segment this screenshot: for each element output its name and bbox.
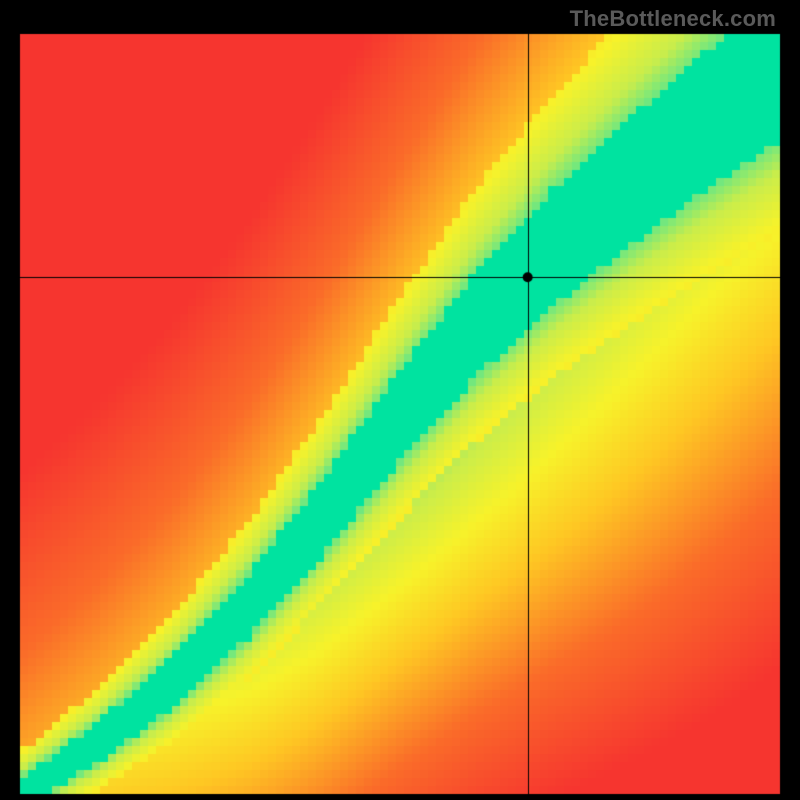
bottleneck-heatmap <box>0 0 800 800</box>
watermark-text: TheBottleneck.com <box>570 6 776 32</box>
chart-container: TheBottleneck.com <box>0 0 800 800</box>
